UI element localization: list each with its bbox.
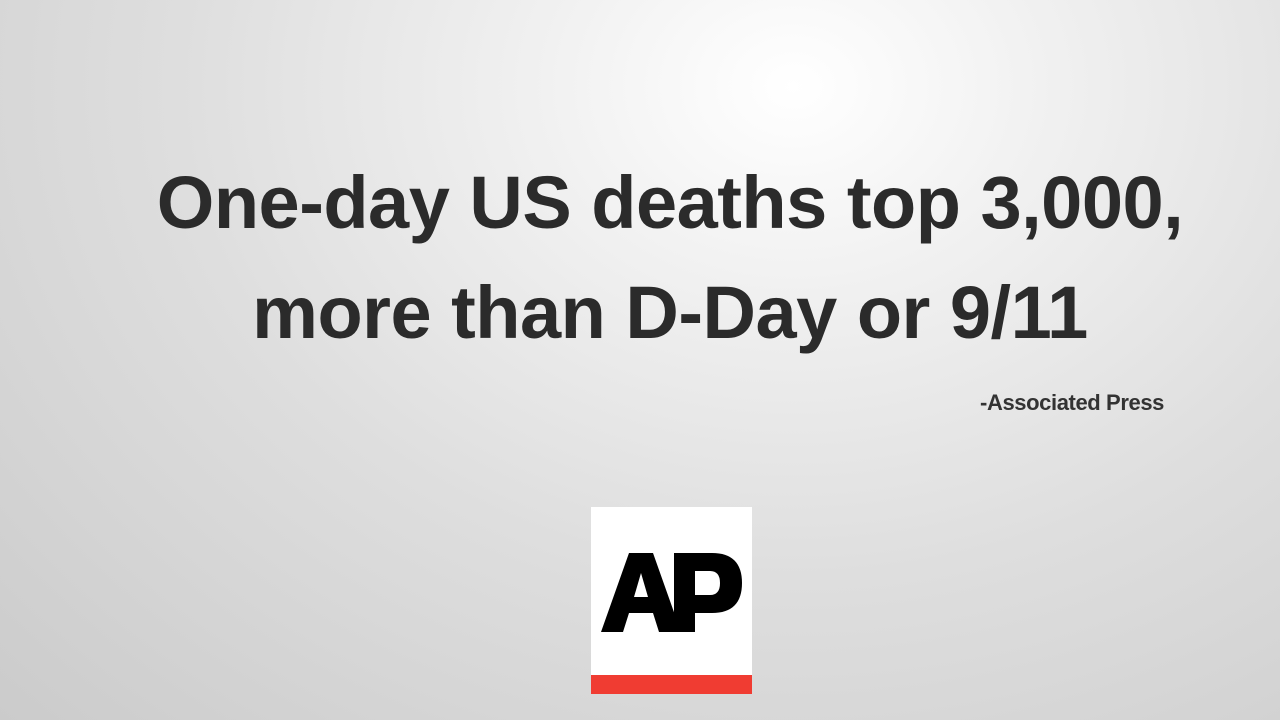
ap-logo-icon xyxy=(591,507,752,694)
logo-red-bar xyxy=(591,675,752,694)
attribution: -Associated Press xyxy=(980,390,1164,415)
logo-letter-p xyxy=(674,553,742,632)
logo-letter-a xyxy=(601,553,681,632)
headline-line-1: One-day US deaths top 3,000, xyxy=(156,161,1184,244)
headline-line-2: more than D-Day or 9/11 xyxy=(252,271,1088,354)
